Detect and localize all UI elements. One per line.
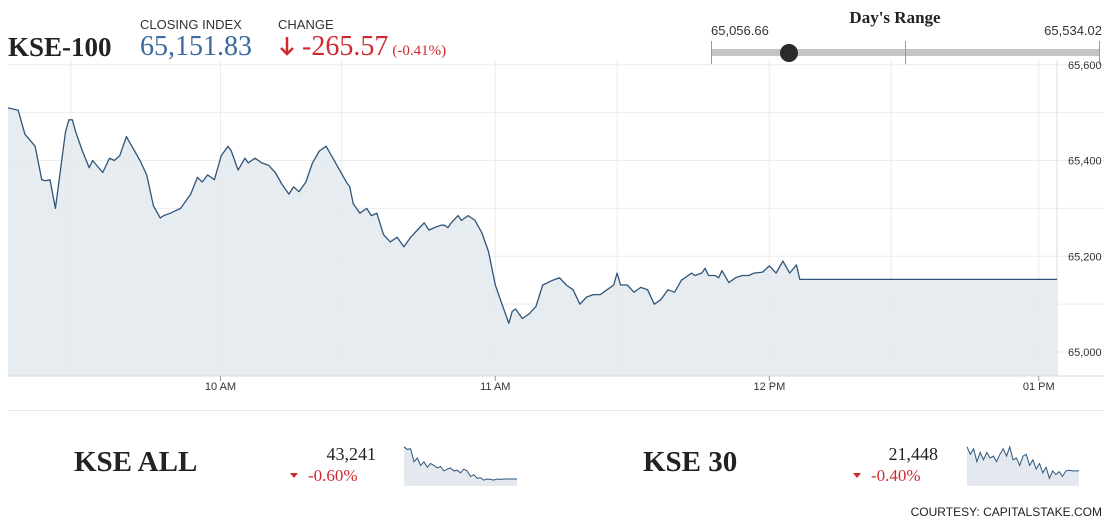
x-tick-label: 10 AM (205, 381, 236, 393)
kse-30-spark-area (967, 446, 1079, 486)
days-range-marker (779, 44, 798, 62)
days-range-tick-mid (905, 41, 906, 65)
y-axis-ticks: 65,000 65,200 65,400 65,600 (1068, 60, 1102, 359)
y-tick-label: 65,000 (1068, 347, 1102, 359)
closing-index-label: CLOSING INDEX (140, 17, 242, 32)
change-label: CHANGE (278, 17, 334, 32)
days-range-title: Day's Range (849, 8, 941, 27)
x-tick-label: 01 PM (1023, 381, 1055, 393)
change-group: -265.57 (-0.41%) (278, 31, 446, 63)
down-arrow-icon (280, 37, 294, 56)
down-triangle-icon (853, 473, 861, 478)
kse-30-value: 21,448 (888, 444, 939, 464)
kse-30-change: -0.40% (871, 466, 921, 485)
days-range-tick-right (1099, 41, 1100, 65)
days-range-low: 65,056.66 (711, 23, 769, 38)
kse-all-spark-line (403, 446, 517, 481)
days-range-high: 65,534.02 (1044, 23, 1102, 38)
days-range-tick-left (711, 41, 712, 65)
down-triangle-icon (290, 473, 298, 478)
y-tick-label: 65,600 (1068, 60, 1102, 72)
price-area (8, 107, 1057, 377)
source-credit: COURTESY: CAPITALSTAKE.COM (910, 505, 1102, 519)
index-name: KSE-100 (8, 32, 112, 62)
x-axis-ticks: 10 AM 11 AM 12 PM 01 PM (205, 376, 1055, 393)
y-tick-label: 65,200 (1068, 251, 1102, 263)
kse-all-value: 43,241 (326, 444, 377, 464)
kse-all-change: -0.60% (308, 466, 358, 485)
main-chart: 10 AM 11 AM 12 PM 01 PM 65,00065,20065,4006… (7, 60, 1104, 393)
x-tick-label: 11 AM (480, 381, 510, 393)
kse-all-name: KSE ALL (74, 446, 198, 478)
x-tick-label: 12 PM (753, 381, 785, 393)
change-percent: (-0.41%) (392, 43, 447, 59)
kse-30-spark-line (966, 445, 1079, 480)
kse-all-change-group: -0.60% (290, 466, 358, 486)
y-tick-label: 65,400 (1068, 156, 1102, 168)
kse-all-spark-area (404, 446, 517, 486)
kse-all-sparkline (403, 446, 517, 486)
closing-index-value: 65,151.83 (140, 31, 252, 62)
kse-30-sparkline (966, 445, 1079, 486)
kse-30-change-group: -0.40% (853, 466, 921, 486)
change-value: -265.57 (302, 31, 389, 62)
kse-30-name: KSE 30 (643, 446, 738, 478)
bottom-divider (8, 410, 1104, 411)
price-line (7, 107, 1057, 324)
